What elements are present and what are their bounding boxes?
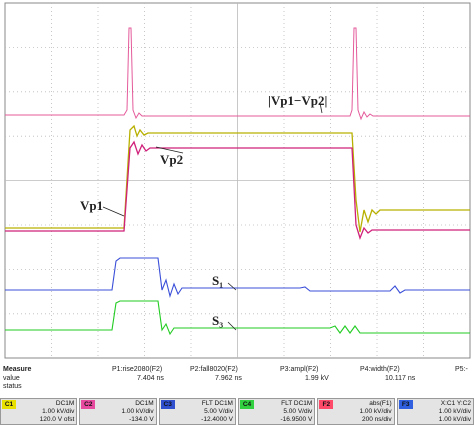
measure-value: 1.99 kV [305,375,329,382]
channel-coupling: abs(F1) [369,400,392,407]
trace-s3 [5,300,470,336]
channel-box: F3 X:C1 Y:C2 1.00 kV/div 1.00 kV/div [396,398,474,425]
measure-header: P4:width(F2) [360,366,400,373]
trace-abs-diff [5,27,470,121]
channel-id: C2 [81,400,96,409]
grid [5,3,470,358]
label-pointer [227,282,237,291]
channel-scale: 1.00 kV/div [42,408,75,415]
channel-coupling: FLT DC1M [281,400,313,407]
channel-bar: C1 DC1M 1.00 kV/div 120.0 V ofst C2 DC1M 1.00 … [0,398,474,425]
measure-table: Measure P1:rise2080(F2) P2:fall8020(F2) P3:… [0,360,474,398]
trace-vp2 [5,140,470,240]
measure-row-label: value [3,375,20,382]
channel-scale: 1.00 kV/div [438,408,471,415]
measure-value: 7.962 ns [215,375,242,382]
channel-coupling: X:C1 Y:C2 [440,400,471,407]
measure-header: P5:- [455,366,468,373]
measure-value: 10.117 ns [385,375,416,382]
label-pointer [102,206,125,217]
trace-label: S₁ [212,273,223,288]
channel-box: F2 abs(F1) 1.00 kV/div 200 ns/div [317,398,395,425]
channel-coupling: DC1M [55,400,75,407]
channel-offset: -12.4000 V [201,416,233,423]
measure-row-label: status [3,383,22,390]
channel-offset: 200 ns/div [362,416,392,423]
channel-box: C3 FLT DC1M 5.00 V/div -12.4000 V [158,398,236,425]
label-pointer [319,102,323,114]
channel-id: C3 [160,400,175,409]
channel-coupling: DC1M [135,400,154,407]
measure-header: P3:ampl(F2) [280,366,319,373]
trace-label: |Vp1−Vp2| [268,93,327,108]
graticule-view: |Vp1−Vp2| Vp2 Vp1 S₁ S₃ [4,2,471,359]
label-pointer [227,321,237,331]
measure-header: P1:rise2080(F2) [112,366,163,373]
channel-offset: 1.00 kV/div [438,416,471,423]
measure-header: Measure [3,366,32,373]
channel-id: C4 [239,400,254,409]
channel-id: C1 [2,400,16,409]
channel-box: C4 FLT DC1M 5.00 V/div -16.9500 V [237,398,316,425]
trace-vp1 [5,124,470,233]
channel-offset: -16.9500 V [280,416,313,423]
trace-label: Vp1 [80,198,103,213]
channel-scale: 5.00 V/div [204,408,233,415]
channel-scale: 5.00 V/div [283,408,313,415]
measure-header: P2:fall8020(F2) [190,366,238,373]
channel-coupling: FLT DC1M [201,400,233,407]
channel-id: F3 [398,400,413,409]
channel-id: F2 [319,400,334,409]
trace-label: S₃ [212,313,223,328]
measure-value: 7.404 ns [137,375,164,382]
channel-scale: 1.00 kV/div [121,408,154,415]
channel-offset: -134.0 V [129,416,154,423]
channel-scale: 1.00 kV/div [359,408,392,415]
channel-box: C1 DC1M 1.00 kV/div 120.0 V ofst [0,398,78,425]
channel-box: C2 DC1M 1.00 kV/div -134.0 V [79,398,157,425]
label-pointer [155,146,184,154]
trace-s1 [5,257,470,298]
trace-label: Vp2 [160,152,183,167]
channel-offset: 120.0 V ofst [39,416,75,423]
